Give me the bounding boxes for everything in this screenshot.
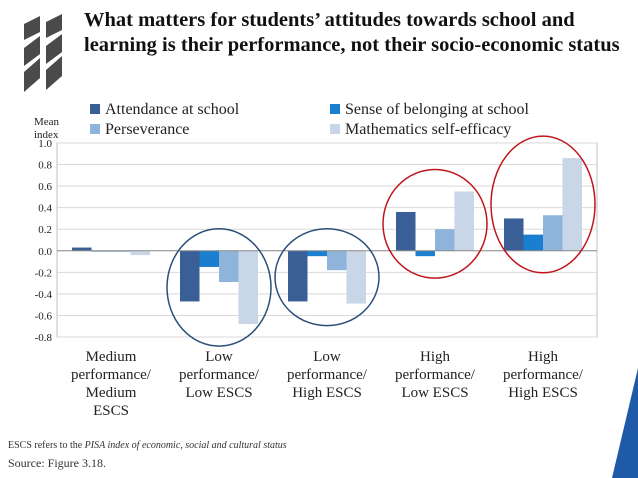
oecd-logo bbox=[24, 14, 62, 92]
bar bbox=[435, 229, 455, 251]
x-category-label: Low bbox=[313, 349, 341, 365]
source-note: Source: Figure 3.18. bbox=[8, 456, 106, 470]
x-category-label: High ESCS bbox=[292, 385, 362, 401]
x-category-label: performance/ bbox=[179, 367, 260, 383]
bar bbox=[327, 250, 347, 271]
y-tick-label: 0.4 bbox=[38, 203, 52, 215]
highlight-circle bbox=[382, 168, 488, 279]
y-tick-label: -0.8 bbox=[35, 332, 53, 344]
corner-decoration bbox=[612, 368, 638, 478]
bar bbox=[562, 158, 582, 251]
y-tick-label: -0.2 bbox=[35, 267, 52, 279]
bar bbox=[199, 250, 219, 267]
highlight-circle bbox=[166, 228, 272, 347]
legend-label: Mathematics self-efficacy bbox=[345, 121, 511, 138]
legend-swatch bbox=[90, 124, 100, 134]
highlight-circle bbox=[274, 228, 380, 327]
bar bbox=[346, 250, 366, 304]
x-category-label: ESCS bbox=[93, 403, 129, 419]
x-category-label: Medium bbox=[86, 385, 137, 401]
bar bbox=[543, 215, 563, 251]
legend-swatch bbox=[90, 104, 100, 114]
bar bbox=[180, 250, 200, 302]
bar bbox=[219, 250, 239, 283]
x-category-label: Low ESCS bbox=[401, 385, 468, 401]
bar bbox=[504, 218, 524, 251]
y-tick-label: -0.6 bbox=[35, 310, 53, 322]
bar bbox=[415, 250, 435, 257]
x-category-label: Low bbox=[205, 349, 233, 365]
chart-title: What matters for students’ attitudes tow… bbox=[84, 9, 620, 56]
footnote-emphasis: PISA index of economic, social and cultu… bbox=[84, 440, 287, 451]
bar bbox=[111, 250, 131, 252]
x-category-label: High bbox=[420, 349, 451, 365]
x-category-label: Low ESCS bbox=[185, 385, 252, 401]
legend-swatch bbox=[330, 124, 340, 134]
bar bbox=[238, 250, 258, 325]
bar bbox=[72, 247, 92, 251]
y-tick-label: 0.8 bbox=[38, 160, 52, 172]
y-tick-label: 0.0 bbox=[38, 246, 52, 258]
legend-label: Attendance at school bbox=[105, 101, 240, 118]
legend-swatch bbox=[330, 104, 340, 114]
legend-label: Sense of belonging at school bbox=[345, 101, 530, 118]
footnote: ESCS refers to the PISA index of economi… bbox=[8, 440, 287, 451]
y-axis-label: Mean bbox=[34, 116, 60, 128]
x-category-label: High bbox=[528, 349, 559, 365]
y-tick-label: 0.2 bbox=[38, 224, 52, 236]
x-category-label: performance/ bbox=[503, 367, 584, 383]
y-tick-label: 1.0 bbox=[38, 138, 52, 150]
x-category-label: performance/ bbox=[287, 367, 368, 383]
footnote-text: ESCS refers to the bbox=[8, 440, 85, 451]
y-tick-label: 0.6 bbox=[38, 181, 52, 193]
bar bbox=[523, 234, 543, 251]
y-axis-label: index bbox=[34, 129, 59, 141]
x-category-label: Medium bbox=[86, 349, 137, 365]
y-tick-label: -0.4 bbox=[35, 289, 53, 301]
x-category-label: performance/ bbox=[71, 367, 152, 383]
x-category-label: High ESCS bbox=[508, 385, 578, 401]
bar bbox=[288, 250, 308, 302]
highlight-circle bbox=[490, 135, 596, 274]
bar bbox=[454, 191, 474, 251]
bar bbox=[307, 250, 327, 257]
bar bbox=[396, 211, 416, 251]
x-category-label: performance/ bbox=[395, 367, 476, 383]
bar bbox=[130, 250, 150, 256]
legend-label: Perseverance bbox=[105, 121, 189, 138]
